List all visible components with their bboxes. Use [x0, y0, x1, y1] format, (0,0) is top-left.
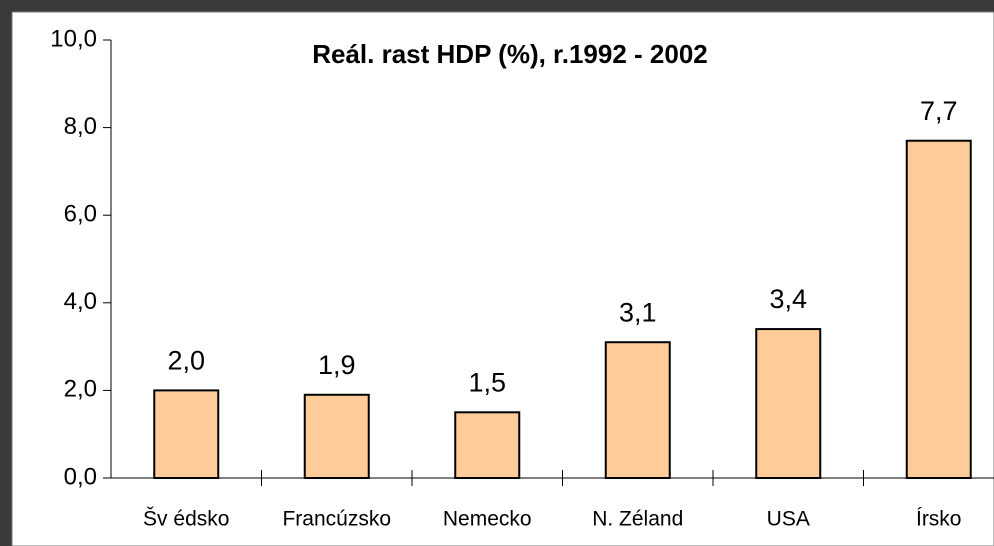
bar [755, 328, 822, 479]
bar [604, 341, 671, 479]
y-tick-label: 4,0 [64, 288, 97, 315]
x-tick-label: Írsko [916, 508, 962, 531]
value-label: 7,7 [920, 96, 958, 126]
bar [454, 411, 521, 479]
y-tick-label: 8,0 [64, 113, 97, 140]
y-tick-label: 6,0 [64, 201, 97, 228]
x-tick-label: N. Zéland [592, 508, 683, 531]
y-tick-label: 2,0 [64, 376, 97, 403]
bar [905, 139, 972, 480]
chart-title: Reál. rast HDP (%), r.1992 - 2002 [312, 39, 708, 69]
value-label: 3,1 [619, 297, 657, 327]
value-label: 1,9 [318, 350, 356, 380]
x-tick-label: Nemecko [443, 508, 532, 531]
bar [303, 393, 370, 479]
y-tick-label: 10,0 [50, 25, 97, 52]
value-label: 3,4 [769, 284, 807, 314]
x-tick-label: Francúzsko [282, 508, 391, 531]
value-label: 2,0 [167, 346, 205, 376]
x-tick-label: Šv édsko [143, 508, 229, 531]
y-tick-label: 0,0 [64, 463, 97, 490]
value-label: 1,5 [468, 367, 506, 397]
bar [153, 389, 220, 479]
x-tick-label: USA [767, 508, 810, 531]
